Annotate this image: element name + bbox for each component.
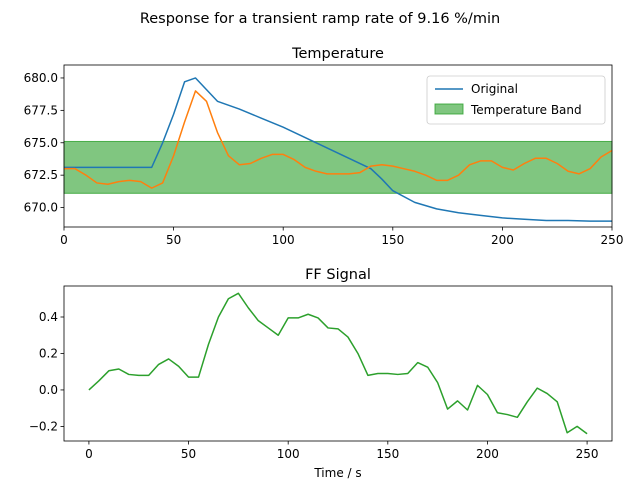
- ff-signal-xtick-label: 50: [181, 447, 196, 461]
- legend-band-swatch: [434, 103, 464, 115]
- ff-signal-series-0-line: [88, 292, 588, 435]
- temperature-axes: Temperature 0 50 100 150 200 250 670.0 672.5 675.…: [24, 46, 624, 247]
- ff-signal-ytick-label: 0.0: [39, 383, 58, 397]
- temperature-xtick-label: 150: [381, 233, 404, 247]
- ff-signal-xtick-label: 0: [85, 447, 93, 461]
- temperature-legend: Original Temperature Band: [426, 75, 606, 125]
- ff-signal-xlabel: Time / s: [313, 466, 361, 480]
- ff-signal-xtick-label: 250: [576, 447, 599, 461]
- ff-signal-ytick-label: 0.4: [39, 310, 58, 324]
- ff-signal-title: FF Signal: [305, 267, 371, 283]
- temperature-xtick-label: 50: [166, 233, 181, 247]
- temperature-ytick-label: 680.0: [24, 71, 58, 85]
- ff-signal-axes: FF Signal 0 50 100 150 200 250 −0.2 0.0 0.2 0.4 Tim…: [29, 267, 613, 480]
- temperature-band: [63, 140, 613, 194]
- ff-signal-ytick-label: 0.2: [39, 346, 58, 360]
- temperature-xtick-label: 0: [60, 233, 68, 247]
- ff-signal-xtick-label: 200: [476, 447, 499, 461]
- ff-signal-axes-frame: [63, 285, 613, 442]
- temperature-ytick-label: 675.0: [24, 136, 58, 150]
- temperature-axes-frame: [63, 64, 613, 228]
- ff-signal-xtick-label: 150: [376, 447, 399, 461]
- temperature-ytick-label: 670.0: [24, 201, 58, 215]
- legend-frame: [426, 75, 606, 125]
- temperature-xtick-label: 100: [272, 233, 295, 247]
- temperature-ytick-label: 677.5: [24, 103, 58, 117]
- ff-signal-ytick-label: −0.2: [29, 419, 58, 433]
- figure-suptitle: Response for a transient ramp rate of 9.…: [140, 11, 500, 27]
- temperature-xtick-label: 250: [601, 233, 624, 247]
- temperature-title: Temperature: [291, 46, 384, 62]
- legend-band-label: Temperature Band: [470, 103, 582, 117]
- temperature-series-1-line: [64, 90, 613, 189]
- original-line: [64, 77, 612, 222]
- ff-signal-xtick-label: 100: [277, 447, 300, 461]
- legend-original-label: Original: [471, 82, 518, 96]
- temperature-ytick-label: 672.5: [24, 168, 58, 182]
- temperature-xtick-label: 200: [491, 233, 514, 247]
